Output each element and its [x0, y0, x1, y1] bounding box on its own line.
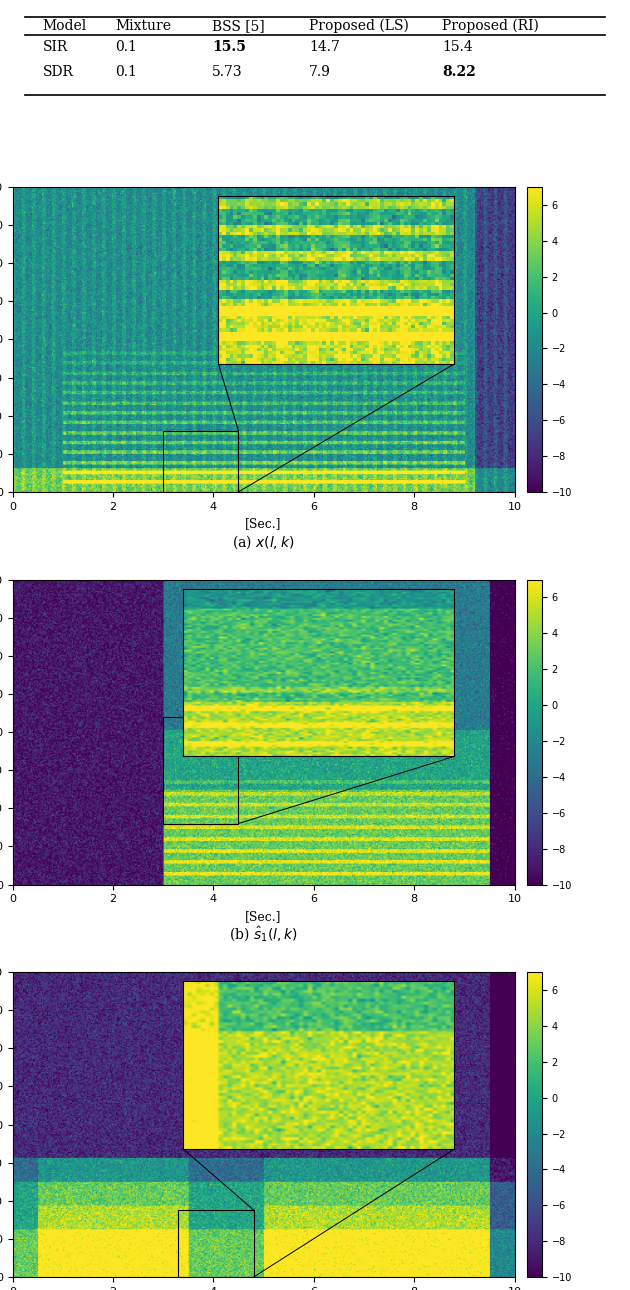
Bar [163, 431, 239, 491]
Text: Model: Model [43, 19, 87, 32]
Text: 14.7: 14.7 [309, 40, 340, 54]
Title: (b) $\hat{s}_1(l,k)$: (b) $\hat{s}_1(l,k)$ [229, 925, 298, 944]
Text: 5.73: 5.73 [212, 64, 243, 79]
Text: Proposed (RI): Proposed (RI) [442, 18, 539, 34]
Text: Mixture: Mixture [115, 19, 171, 32]
Text: 0.1: 0.1 [115, 64, 137, 79]
Text: 15.4: 15.4 [442, 40, 472, 54]
Text: 7.9: 7.9 [309, 64, 331, 79]
Text: 8.22: 8.22 [442, 64, 476, 79]
Text: SDR: SDR [43, 64, 74, 79]
Text: SIR: SIR [43, 40, 68, 54]
Text: 0.1: 0.1 [115, 40, 137, 54]
Bar [178, 1210, 253, 1277]
Text: BSS [5]: BSS [5] [212, 19, 265, 32]
Text: Proposed (LS): Proposed (LS) [309, 18, 409, 34]
X-axis label: [Sec.]: [Sec.] [245, 909, 282, 922]
X-axis label: [Sec.]: [Sec.] [245, 517, 282, 530]
Title: (a) $x(l,k)$: (a) $x(l,k)$ [232, 534, 295, 551]
Text: 15.5: 15.5 [212, 40, 246, 54]
Bar [163, 717, 239, 823]
